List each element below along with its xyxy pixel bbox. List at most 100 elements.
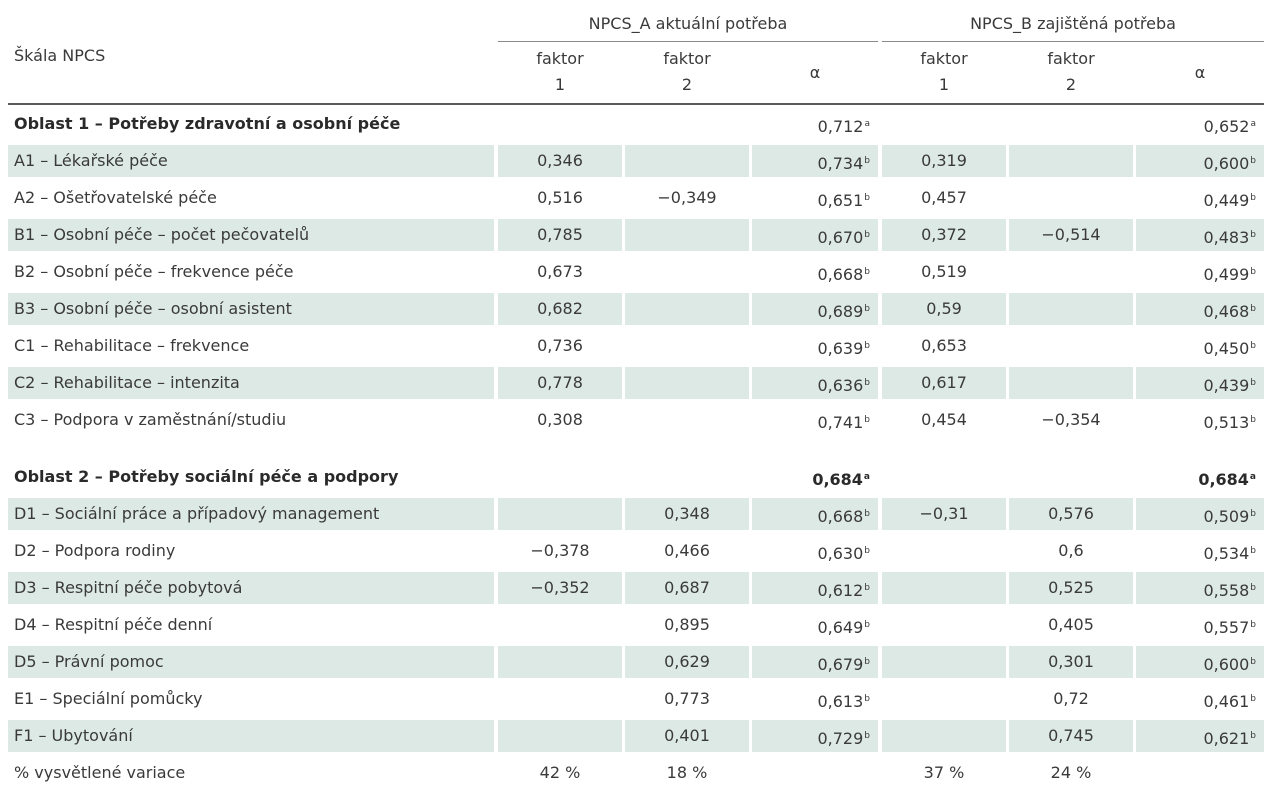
cell-a-factor1: −0,378 <box>530 541 590 560</box>
alpha-value: 0,712 <box>817 117 864 136</box>
cell-a-factor1: 0,682 <box>498 293 622 325</box>
alpha-value: 0,600 <box>1203 154 1250 173</box>
alpha-value: 0,600 <box>1203 655 1250 674</box>
alpha-value: 0,509 <box>1203 507 1250 526</box>
header-rule <box>8 103 1264 105</box>
group-underline-a <box>498 41 878 42</box>
cell-b-factor2 <box>1009 293 1133 325</box>
cell-b-alpha: 0,600b <box>1136 646 1264 678</box>
cell-b-alpha: 0,621b <box>1136 720 1264 752</box>
alpha-value: 0,613 <box>817 692 864 711</box>
factor-word: faktor <box>536 49 584 68</box>
cell-b-factor1: −0,31 <box>882 498 1006 530</box>
section-alpha-a: 0,712a <box>752 108 878 140</box>
alpha-value: 0,534 <box>1203 544 1250 563</box>
footnote-mark: b <box>864 378 870 388</box>
cell-a-factor2: 0,466 <box>664 541 710 560</box>
alpha-value: 0,636 <box>817 376 864 395</box>
footnote-mark: b <box>1250 193 1256 203</box>
alpha-value: 0,639 <box>817 339 864 358</box>
row-label: D2 – Podpora rodiny <box>14 541 176 560</box>
cell-a-factor1: 0,346 <box>498 145 622 177</box>
cell-b-factor2: −0,514 <box>1009 219 1133 251</box>
cell-b-alpha: 0,483b <box>1136 219 1264 251</box>
factor-number: 1 <box>554 75 566 94</box>
footer-a-factor1: 42 % <box>539 763 581 782</box>
cell-a-factor2: 0,895 <box>664 615 710 634</box>
table-row: B3 – Osobní péče – osobní asistent 0,682 0… <box>8 290 1264 327</box>
alpha-value: 0,734 <box>817 154 864 173</box>
footnote-mark: b <box>864 267 870 277</box>
row-label: B3 – Osobní péče – osobní asistent <box>8 293 494 325</box>
cell-b-alpha: 0,513b <box>1136 404 1264 436</box>
section-alpha-b: 0,652a <box>1136 108 1264 140</box>
table-row: D1 – Sociální práce a případový manageme… <box>8 495 1264 532</box>
footnote-mark: b <box>1250 415 1256 425</box>
section-label: Oblast 1 – Potřeby zdravotní a osobní pé… <box>14 114 401 133</box>
alpha-value: 0,621 <box>1203 729 1250 748</box>
cell-b-factor1 <box>882 609 1006 641</box>
footer-b-factor2: 24 % <box>1050 763 1092 782</box>
cell-b-alpha: 0,600b <box>1136 145 1264 177</box>
footnote-mark: b <box>1250 731 1256 741</box>
cell-a-alpha: 0,670b <box>752 219 878 251</box>
table-row: C2 – Rehabilitace – intenzita 0,778 0,636b… <box>8 364 1264 401</box>
footer-row-variance: % vysvětlené variace 42 % 18 % 37 % 24 % <box>8 754 1264 791</box>
alpha-value: 0,439 <box>1203 376 1250 395</box>
cell-a-alpha: 0,734b <box>752 145 878 177</box>
table-row: C1 – Rehabilitace – frekvence 0,736 0,639b… <box>8 327 1264 364</box>
row-label: E1 – Speciální pomůcky <box>14 689 203 708</box>
cell-a-factor2 <box>625 367 749 399</box>
cell-a-alpha: 0,689b <box>752 293 878 325</box>
area1-item-rows: A1 – Lékařské péče 0,346 0,734b 0,319 0,600b… <box>8 142 1264 438</box>
row-label: F1 – Ubytování <box>8 720 494 752</box>
cell-b-alpha: 0,461b <box>1136 683 1264 715</box>
cell-b-factor2: 0,745 <box>1009 720 1133 752</box>
cell-a-factor2: −0,349 <box>657 188 717 207</box>
cell-a-factor2: 0,348 <box>625 498 749 530</box>
group-header-npcs-b: NPCS_B zajištěná potřeba <box>970 14 1176 33</box>
table-row: B1 – Osobní péče – počet pečovatelů 0,785… <box>8 216 1264 253</box>
section-alpha-b: 0,684a <box>1136 461 1264 493</box>
cell-a-factor2 <box>625 219 749 251</box>
cell-b-alpha: 0,509b <box>1136 498 1264 530</box>
cell-b-alpha: 0,450b <box>1136 330 1264 362</box>
footnote-mark: b <box>1250 657 1256 667</box>
alpha-value: 0,651 <box>817 191 864 210</box>
footnote-mark: a <box>1249 472 1256 482</box>
cell-a-alpha: 0,741b <box>752 404 878 436</box>
cell-b-factor1: 0,454 <box>921 410 967 429</box>
cell-a-factor2: 0,629 <box>625 646 749 678</box>
section-row-area1: Oblast 1 – Potřeby zdravotní a osobní pé… <box>8 105 1264 142</box>
cell-a-factor2 <box>625 256 749 288</box>
cell-a-alpha: 0,636b <box>752 367 878 399</box>
footer-a-factor2: 18 % <box>666 763 708 782</box>
alpha-value: 0,513 <box>1203 413 1250 432</box>
footnote-mark: b <box>1250 509 1256 519</box>
cell-a-alpha: 0,639b <box>752 330 878 362</box>
table-row: D5 – Právní pomoc 0,629 0,679b 0,301 0,600b <box>8 643 1264 680</box>
cell-a-factor2: 0,687 <box>625 572 749 604</box>
alpha-value: 0,668 <box>817 507 864 526</box>
section-row-area2: Oblast 2 – Potřeby sociální péče a podpo… <box>8 458 1264 495</box>
row-label: C1 – Rehabilitace – frekvence <box>14 336 250 355</box>
row-label: B1 – Osobní péče – počet pečovatelů <box>8 219 494 251</box>
cell-b-factor1 <box>882 535 1006 567</box>
section-spacer <box>8 438 1264 458</box>
cell-b-factor1: 0,653 <box>921 336 967 355</box>
alpha-value: 0,670 <box>817 228 864 247</box>
factor-number: 2 <box>1065 75 1077 94</box>
alpha-value: 0,729 <box>817 729 864 748</box>
col-header-a-alpha: α <box>809 63 821 82</box>
row-label: A1 – Lékařské péče <box>8 145 494 177</box>
alpha-value: 0,483 <box>1203 228 1250 247</box>
cell-b-factor2 <box>1009 182 1133 214</box>
cell-b-factor1: 0,457 <box>921 188 967 207</box>
factor-number: 1 <box>938 75 950 94</box>
cell-b-factor2: −0,354 <box>1041 410 1101 429</box>
alpha-value: 0,612 <box>817 581 864 600</box>
footnote-mark: b <box>1250 341 1256 351</box>
cell-a-alpha: 0,612b <box>752 572 878 604</box>
cell-a-alpha: 0,649b <box>752 609 878 641</box>
col-header-a-factor1: faktor 1 <box>498 46 622 98</box>
